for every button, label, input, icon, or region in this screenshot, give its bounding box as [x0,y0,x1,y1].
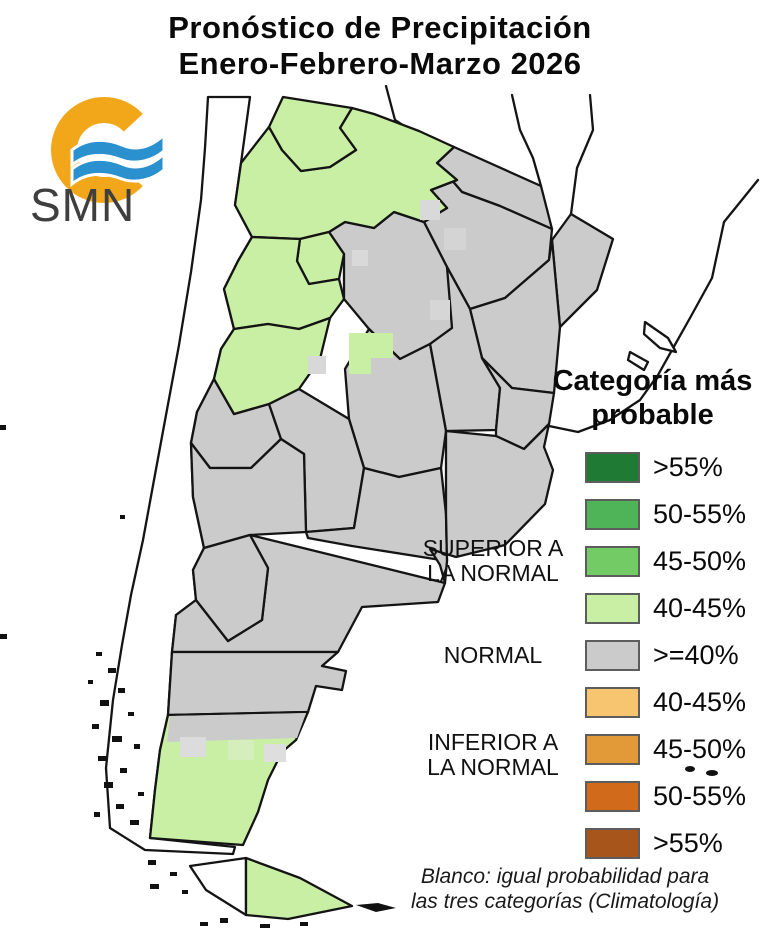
province-misiones [550,212,615,329]
region-tierra-del-fuego-chile [188,856,248,917]
legend-label: 50-55% [653,781,747,811]
group-label-normal: NORMAL [443,642,543,668]
legend-swatch-below-40-45 [585,687,640,718]
logo-wave-top [70,131,166,169]
legend-swatch-above-45-50 [585,546,640,577]
legend-swatch-above-40-45 [585,593,640,624]
legend-swatch-above-50-55 [585,499,640,530]
footnote-line1: Blanco: igual probabilidad para [420,865,710,888]
logo-ring [51,97,157,203]
legend-swatch-below-50-55 [585,781,640,812]
legend-title: Categoría más probable [545,364,760,432]
provinces-normal [166,145,615,717]
footnote-line2: las tres categorías (Climatología) [410,890,720,913]
legend-swatch-above-55 [585,452,640,483]
smn-logo-mark-icon [51,97,166,203]
footnote: Blanco: igual probabilidad para las tres… [380,864,750,914]
legend-swatch-below-45-50 [585,734,640,765]
province-la-rioja [212,316,332,416]
smn-logo-text: SMN [30,179,136,231]
legend-label: 45-50% [653,546,747,576]
province-jujuy [267,95,358,173]
province-buenos-aires [428,422,555,585]
group-label-below-normal: INFERIOR A LA NORMAL [427,729,559,780]
legend-swatch-below-55 [585,828,640,859]
legend-label: >55% [653,828,723,858]
page-title-line1: Pronóstico de Precipitación [168,10,592,45]
page-title-line2: Enero-Febrero-Marzo 2026 [178,46,582,81]
legend-label: 40-45% [653,593,747,623]
province-chubut [166,650,348,717]
legend-label: 50-55% [653,499,747,529]
province-mendoza [189,437,308,550]
province-neuquen [191,533,270,643]
legend-label: 45-50% [653,734,747,764]
logo-wave-bottom [70,150,166,188]
smn-logo-icon [28,78,178,238]
fjords-and-islets [0,425,718,928]
page-title: Pronóstico de Precipitación Enero-Febrer… [0,10,760,82]
legend-label: >=40% [653,640,739,670]
cordoba-above-normal-patch [349,333,393,374]
province-la-pampa [304,466,449,563]
neighbor-borders [384,84,760,434]
province-tierra-del-fuego [244,856,354,921]
legend-label: 40-45% [653,687,747,717]
legend-title-line2: probable [591,399,714,431]
legend-label: >55% [653,452,723,482]
map-pixel-artifacts [180,200,466,762]
group-label-above-normal: SUPERIOR A LA NORMAL [422,535,564,586]
legend-swatch-normal [585,640,640,671]
santa-cruz-normal-band [167,713,306,742]
legend-title-line1: Categoría más [552,365,753,397]
